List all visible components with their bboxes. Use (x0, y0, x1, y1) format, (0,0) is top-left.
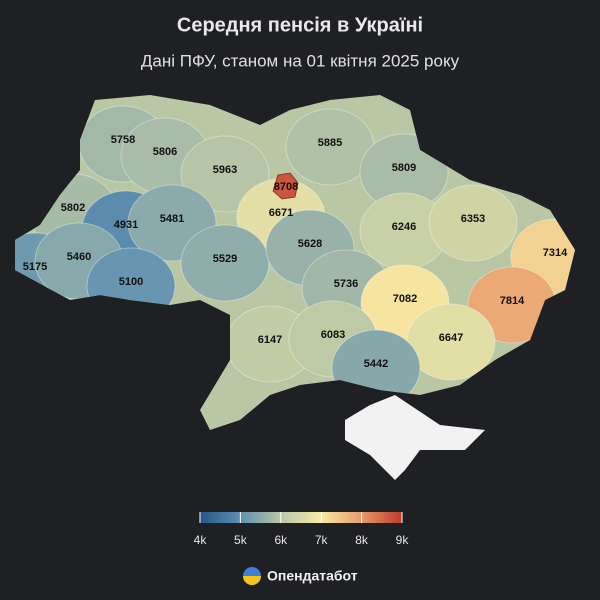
legend-tick-label: 5k (234, 533, 248, 547)
region-label: 6147 (258, 334, 282, 346)
region-label: 5175 (23, 261, 47, 273)
region-kyiv-city (272, 172, 299, 200)
region-label: 5529 (213, 253, 237, 265)
region-label: 7814 (500, 295, 525, 307)
brand-icon-half (243, 576, 261, 585)
region-label: 6671 (269, 207, 293, 219)
region-label: 6083 (321, 329, 345, 341)
region-label: 7314 (543, 247, 568, 259)
legend-tick-label: 7k (315, 533, 329, 547)
brand: Опендатабот (267, 568, 358, 584)
region-label: 5963 (213, 164, 237, 176)
region-label: 8708 (274, 181, 298, 193)
region-label: 5481 (160, 213, 184, 225)
regions (15, 105, 575, 407)
region-label: 5809 (392, 162, 416, 174)
color-bar (200, 512, 402, 523)
region-label: 5758 (111, 134, 135, 146)
legend-tick-label: 9k (396, 533, 410, 547)
region-label: 5802 (61, 202, 85, 214)
region-label: 6246 (392, 221, 416, 233)
region-label: 4931 (114, 219, 138, 231)
region-label: 6647 (439, 332, 463, 344)
region-label: 5628 (298, 238, 322, 250)
region-label: 5806 (153, 146, 177, 158)
region-label: 5460 (67, 251, 91, 263)
region-label: 7082 (393, 293, 417, 305)
legend-tick-label: 4k (194, 533, 208, 547)
region-label: 5442 (364, 358, 388, 370)
legend-tick-label: 8k (355, 533, 369, 547)
subtitle: Дані ПФУ, станом на 01 квітня 2025 року (141, 51, 460, 70)
region-label: 5885 (318, 137, 342, 149)
color-legend: 4k 5k 6k 7k 8k 9k (194, 512, 410, 547)
region-label: 6353 (461, 213, 485, 225)
crimea (345, 395, 485, 480)
region-labels: 5758 5806 5963 5885 5809 5802 4931 5481 8708 6671… (23, 134, 568, 370)
region (428, 184, 518, 262)
title: Середня пенсія в Україні (177, 14, 423, 36)
region (180, 224, 270, 302)
region-label: 5736 (334, 278, 358, 290)
region-label: 5100 (119, 276, 143, 288)
legend-tick-label: 6k (274, 533, 288, 547)
